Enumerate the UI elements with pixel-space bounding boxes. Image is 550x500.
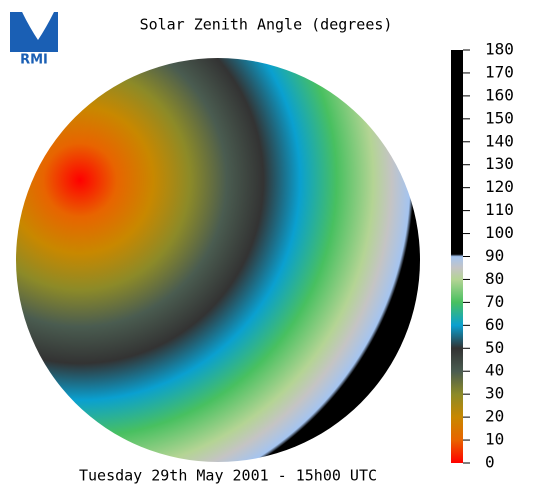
- tick-label: 110: [485, 200, 514, 219]
- tick-label: 60: [485, 315, 504, 334]
- tick-label: 80: [485, 269, 504, 288]
- tick-label: 100: [485, 223, 514, 242]
- tick-label: 170: [485, 62, 514, 81]
- tick-label: 0: [485, 453, 495, 472]
- tick-label: 150: [485, 108, 514, 127]
- tick-label: 140: [485, 131, 514, 150]
- tick-label: 20: [485, 407, 504, 426]
- title: Solar Zenith Angle (degrees): [140, 16, 393, 34]
- tick-label: 10: [485, 430, 504, 449]
- tick-label: 30: [485, 384, 504, 403]
- tick-label: 70: [485, 292, 504, 311]
- tick-label: 90: [485, 246, 504, 265]
- tick-label: 50: [485, 338, 504, 357]
- logo: RMI: [10, 12, 58, 68]
- colorbar: [451, 50, 463, 463]
- tick-label: 130: [485, 154, 514, 173]
- tick-label: 160: [485, 85, 514, 104]
- tick-label: 180: [485, 40, 514, 59]
- tick-label: 40: [485, 361, 504, 380]
- globe: [16, 58, 420, 462]
- tick-label: 120: [485, 177, 514, 196]
- logo-text: RMI: [20, 53, 48, 68]
- footer: Tuesday 29th May 2001 - 15h00 UTC: [79, 467, 377, 485]
